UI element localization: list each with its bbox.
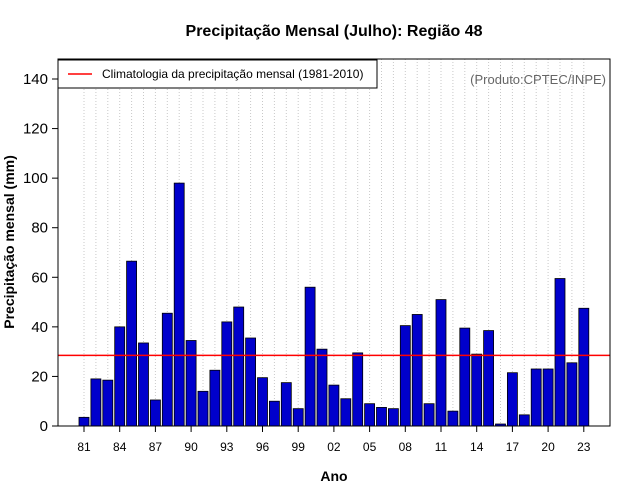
x-tick-label-2002: 02 [327, 440, 341, 454]
bar-2014 [471, 353, 483, 427]
bar-2023 [578, 307, 590, 427]
x-tick-label-1996: 96 [256, 440, 270, 454]
x-tick-label-2017: 17 [506, 440, 520, 454]
bar-2009 [411, 314, 423, 427]
bar-1981 [78, 416, 90, 427]
bar-1984 [114, 326, 126, 427]
x-tick-label-2005: 05 [363, 440, 377, 454]
bar-2003 [340, 398, 352, 427]
bar-1992 [209, 369, 221, 427]
bar-1982 [90, 378, 102, 427]
x-tick-label-2020: 20 [541, 440, 555, 454]
bar-2001 [316, 348, 328, 427]
y-tick-label-40: 40 [31, 319, 48, 336]
x-tick-label-2023: 23 [577, 440, 591, 454]
bar-2011 [435, 299, 447, 427]
bar-1999 [292, 408, 304, 427]
x-tick-label-2008: 08 [399, 440, 413, 454]
bar-2017 [506, 372, 518, 427]
bars-group [78, 182, 590, 427]
y-tick-label-60: 60 [31, 269, 48, 286]
chart-title: Precipitação Mensal (Julho): Região 48 [186, 23, 483, 40]
bar-1996 [257, 377, 268, 427]
x-tick-label-1987: 87 [149, 440, 163, 454]
bar-2008 [399, 325, 411, 427]
bar-2006 [376, 407, 387, 427]
y-tick-label-80: 80 [31, 220, 48, 237]
grid-lines [83, 59, 585, 426]
y-axis-label: Precipitação mensal (mm) [1, 155, 17, 329]
y-tick-label-100: 100 [23, 170, 48, 187]
x-tick-label-1999: 99 [292, 440, 306, 454]
bar-2002 [328, 384, 340, 427]
bar-1991 [197, 390, 209, 427]
x-tick-label-1981: 81 [77, 440, 91, 454]
bar-1994 [233, 306, 245, 427]
y-tick-label-20: 20 [31, 368, 48, 385]
x-tick-label-1993: 93 [220, 440, 234, 454]
bar-2007 [387, 408, 399, 427]
y-tick-label-120: 120 [23, 121, 48, 138]
bar-1993 [221, 321, 233, 427]
product-credit: (Produto:CPTEC/INPE) [470, 72, 606, 87]
bar-2018 [518, 414, 530, 427]
x-tick-label-1990: 90 [184, 440, 198, 454]
bar-1995 [245, 337, 257, 427]
y-axis: 0 20 40 60 80 100 120 140 [23, 71, 58, 435]
bar-1998 [280, 382, 292, 427]
bar-2015 [483, 330, 495, 427]
x-axis-label: Ano [320, 468, 347, 484]
bar-1990 [185, 340, 197, 427]
legend-box [57, 59, 378, 89]
y-tick-label-0: 0 [40, 418, 48, 435]
bar-2010 [423, 403, 435, 427]
bar-1987 [149, 399, 161, 427]
x-tick-label-1984: 84 [113, 440, 127, 454]
bar-2020 [542, 368, 554, 427]
bar-1983 [102, 379, 114, 427]
y-tick-label-140: 140 [23, 71, 48, 88]
bar-2004 [352, 352, 364, 427]
x-axis: 81 84 87 90 93 96 99 02 05 08 11 14 17 20 23 [77, 426, 591, 454]
bar-2013 [459, 327, 471, 427]
x-tick-label-2014: 14 [470, 440, 484, 454]
bar-1997 [268, 400, 280, 427]
legend-climatology-label: Climatologia da precipitação mensal (198… [102, 67, 363, 81]
bar-2021 [554, 278, 566, 427]
legend: Climatologia da precipitação mensal (198… [57, 59, 378, 89]
x-tick-label-2011: 11 [435, 440, 448, 454]
bar-1985 [126, 260, 137, 427]
bar-2000 [304, 286, 316, 427]
bar-1988 [161, 312, 173, 427]
bar-2019 [530, 368, 542, 427]
bar-2022 [566, 362, 578, 427]
bar-2005 [364, 403, 376, 427]
bar-1989 [173, 182, 185, 427]
bar-2012 [447, 410, 459, 427]
